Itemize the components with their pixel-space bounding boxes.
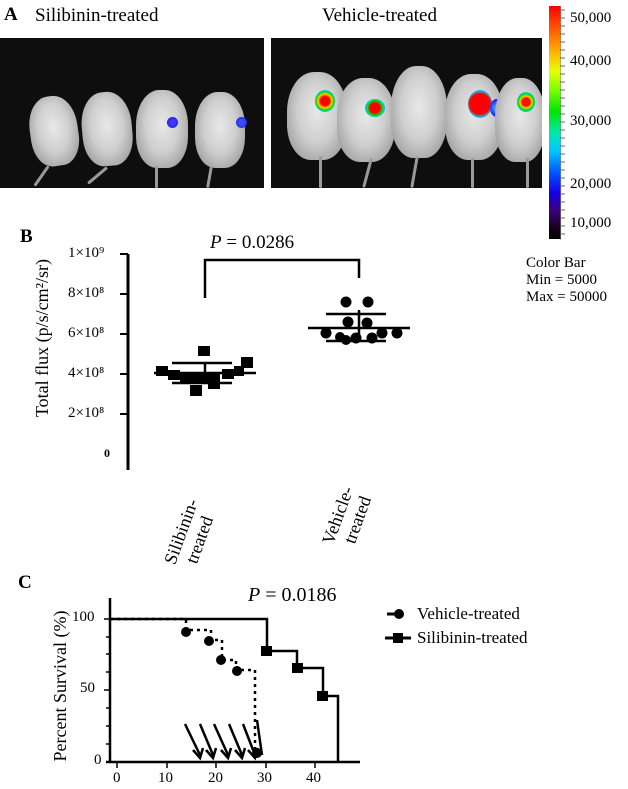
panel-a-left-title: Silibinin-treated <box>35 5 159 26</box>
dotted-circle-marker-icon <box>387 609 404 619</box>
panel-b-letter: B <box>20 226 33 247</box>
panel-b-p-value: P = 0.0286 <box>210 232 295 253</box>
panel-a-right-title: Vehicle-treated <box>322 5 437 26</box>
panel-c-x-tick: 0 <box>113 770 121 786</box>
color-bar-tick-label: 20,000 <box>570 176 612 192</box>
panel-c-x-tick: 30 <box>257 770 272 786</box>
color-bar <box>549 6 561 239</box>
vehicle-bioluminescence-image <box>271 38 542 188</box>
panel-c-p-value: P = 0.0186 <box>248 584 337 606</box>
color-bar-tick-label: 10,000 <box>570 215 612 231</box>
legend-item-vehicle: Vehicle-treated <box>385 602 527 626</box>
panel-a-letter: A <box>4 4 18 25</box>
panel-c-letter: C <box>18 572 32 593</box>
color-bar-tick-label: 50,000 <box>570 10 612 26</box>
color-bar-min: Min = 5000 <box>526 272 597 288</box>
tumor-signal-spot <box>167 117 178 128</box>
silibinin-bioluminescence-image <box>0 38 264 188</box>
panel-b-x-category: Silibinin- treated <box>160 496 218 567</box>
tumor-signal-spot <box>517 92 535 112</box>
tumor-signal-spot <box>365 99 385 117</box>
tumor-signal-spot <box>236 117 247 128</box>
solid-square-marker-icon <box>385 633 411 643</box>
color-bar-max: Max = 50000 <box>526 289 607 305</box>
panel-b-y-tick: 8×10⁸ <box>68 285 105 301</box>
panel-c-y-tick: 50 <box>80 680 95 696</box>
panel-b-x-category: Vehicle- treated <box>318 483 376 547</box>
legend-item-silibinin: Silibinin-treated <box>385 626 527 650</box>
panel-c-x-tick: 20 <box>208 770 223 786</box>
panel-c-x-tick: 40 <box>306 770 321 786</box>
panel-b-y-tick: 1×10⁹ <box>68 245 105 261</box>
color-bar-tick-label: 40,000 <box>570 53 612 69</box>
tumor-signal-spot <box>315 90 335 112</box>
panel-c-y-tick: 100 <box>72 609 95 625</box>
panel-b-scatter-plot <box>120 253 410 470</box>
panel-b-y-tick: 6×10⁸ <box>68 325 105 341</box>
color-bar-caption: Color Bar Min = 5000 Max = 50000 <box>526 255 607 306</box>
color-bar-ticks <box>560 6 565 240</box>
color-bar-tick-label: 30,000 <box>570 113 612 129</box>
panel-c-x-tick: 10 <box>158 770 173 786</box>
panel-b-y-tick: 0 <box>104 446 110 460</box>
tumor-signal-spot <box>468 90 492 118</box>
panel-b-y-tick: 4×10⁸ <box>68 365 105 381</box>
color-bar-caption-title: Color Bar <box>526 255 586 271</box>
panel-c-survival-plot <box>104 598 360 768</box>
panel-c-y-axis-label: Percent Survival (%) <box>50 610 70 762</box>
panel-c-legend: Vehicle-treated Silibinin-treated <box>385 602 527 650</box>
panel-c-y-tick: 0 <box>94 752 102 768</box>
panel-b-y-tick: 2×10⁸ <box>68 405 105 421</box>
